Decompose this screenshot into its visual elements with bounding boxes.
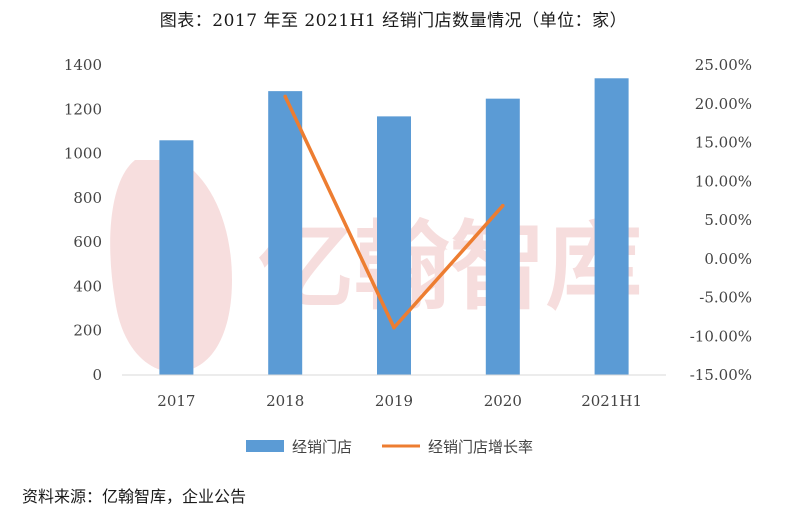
left-axis-tick-label: 0 — [92, 366, 102, 384]
legend: 经销门店 经销门店增长率 — [246, 438, 533, 456]
left-axis: 0 200 400 600 800 1000 1200 1400 — [64, 56, 102, 384]
bar-series — [159, 78, 629, 376]
x-axis-tick-label: 2017 — [157, 392, 195, 410]
legend-label-bar: 经销门店 — [292, 438, 352, 456]
watermark-logo: 亿翰智库 — [110, 160, 642, 373]
left-axis-tick-label: 1000 — [64, 145, 102, 163]
right-axis: -15.00% -10.00% -5.00% 0.00% 5.00% 10.00% 15.0… — [690, 56, 752, 384]
source-note: 资料来源：亿翰智库，企业公告 — [22, 487, 247, 506]
chart-title: 图表：2017 年至 2021H1 经销门店数量情况（单位：家） — [159, 11, 628, 31]
right-axis-tick-label: 0.00% — [704, 250, 752, 268]
legend-label-line: 经销门店增长率 — [428, 438, 533, 456]
left-axis-tick-label: 1200 — [64, 100, 102, 118]
legend-swatch-bar — [246, 440, 284, 452]
right-axis-tick-label: -10.00% — [690, 327, 752, 345]
x-axis-tick-label: 2018 — [266, 392, 304, 410]
left-axis-tick-label: 1400 — [64, 56, 102, 74]
right-axis-tick-label: 15.00% — [695, 134, 752, 152]
right-axis-tick-label: -15.00% — [690, 366, 752, 384]
left-axis-tick-label: 200 — [73, 322, 102, 340]
bar — [594, 78, 629, 376]
right-axis-tick-label: 20.00% — [695, 95, 752, 113]
line-point — [501, 203, 505, 208]
bar — [377, 116, 411, 375]
bar — [485, 98, 520, 376]
line-series — [283, 94, 505, 330]
right-axis-tick-label: 5.00% — [704, 211, 752, 229]
x-axis-tick-label: 2021H1 — [581, 392, 642, 410]
line-point — [283, 94, 288, 99]
x-axis-tick-label: 2020 — [484, 392, 522, 410]
right-axis-tick-label: 25.00% — [695, 56, 752, 74]
x-axis-tick-label: 2019 — [375, 392, 413, 410]
left-axis-tick-label: 400 — [73, 277, 102, 295]
line-point — [392, 325, 396, 330]
left-axis-tick-label: 600 — [73, 233, 102, 251]
bar — [268, 91, 303, 375]
right-axis-tick-label: -5.00% — [699, 289, 752, 307]
x-axis: 2017 2018 2019 2020 2021H1 — [157, 392, 642, 410]
left-axis-tick-label: 800 — [73, 189, 102, 207]
bar — [159, 140, 194, 375]
right-axis-tick-label: 10.00% — [695, 172, 752, 190]
